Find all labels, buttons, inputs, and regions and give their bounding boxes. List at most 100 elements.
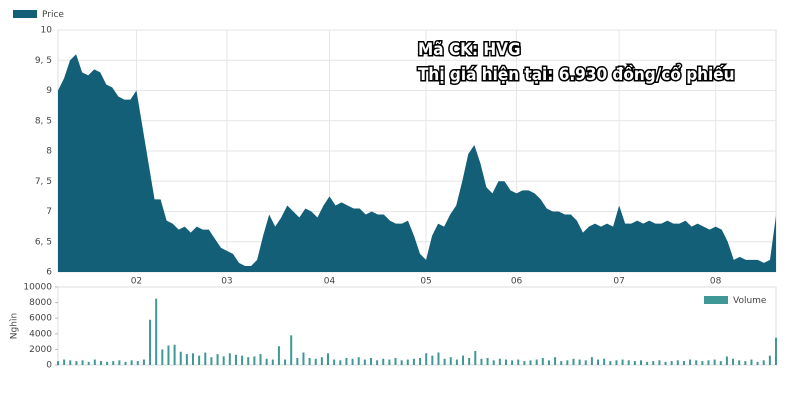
volume-bar: [517, 359, 520, 365]
volume-bar: [443, 358, 446, 365]
volume-bar: [81, 360, 84, 365]
volume-bar: [192, 353, 195, 365]
y-tick-label: 2000: [29, 345, 52, 355]
volume-bar: [523, 361, 526, 365]
x-tick-label: 06: [511, 277, 523, 287]
volume-bar: [719, 361, 722, 365]
volume-bar: [63, 359, 66, 365]
volume-bar: [670, 361, 673, 365]
volume-bar: [676, 360, 679, 365]
volume-bar: [584, 360, 587, 365]
annotation: Mã CK: HVG: [418, 40, 521, 60]
annotation: Thị giá hiện tại: 6.930 đồng/cổ phiếu: [418, 63, 735, 85]
volume-bar: [112, 361, 115, 365]
volume-bar: [713, 359, 716, 365]
volume-bar: [57, 361, 59, 365]
volume-bar: [351, 358, 354, 365]
volume-bar: [529, 360, 532, 365]
x-tick-label: 07: [613, 277, 624, 287]
volume-bar: [302, 352, 305, 365]
volume-bar: [615, 360, 618, 365]
volume-bar: [646, 361, 649, 365]
volume-bar: [597, 359, 600, 365]
volume-bar: [621, 359, 624, 365]
volume-bar: [173, 344, 176, 365]
legend-swatch: [704, 296, 728, 304]
volume-bar: [492, 360, 495, 365]
volume-bar: [136, 361, 139, 365]
volume-bar: [756, 361, 759, 365]
volume-bar: [486, 357, 489, 365]
volume-bar: [590, 357, 593, 365]
volume-bar: [768, 355, 771, 365]
y-tick-label: 8: [46, 147, 52, 157]
volume-bar: [142, 359, 145, 365]
volume-bar: [290, 335, 293, 365]
volume-bar: [449, 357, 452, 365]
price-area: [58, 54, 776, 273]
y-tick-label: 4000: [29, 329, 52, 339]
volume-bar: [535, 359, 538, 365]
volume-bar: [400, 360, 403, 365]
volume-bar: [412, 358, 415, 365]
volume-bar: [99, 361, 102, 365]
volume-bar: [345, 357, 348, 365]
volume-bar: [627, 360, 630, 365]
volume-bar: [394, 357, 397, 365]
volume-bar: [277, 346, 280, 365]
volume-bar: [547, 360, 550, 365]
volume-bar: [689, 359, 692, 365]
volume-bar: [682, 361, 685, 365]
volume-bar: [578, 359, 581, 365]
volume-bar: [480, 358, 483, 365]
volume-bar: [271, 359, 274, 365]
volume-bar: [388, 359, 391, 365]
volume-bar: [320, 357, 323, 365]
volume-bar: [633, 361, 636, 365]
y-axis-label: Nghìn: [10, 313, 20, 339]
volume-bar: [369, 357, 372, 365]
volume-bar: [228, 353, 231, 365]
y-tick-label: 8, 5: [35, 116, 52, 126]
volume-bar: [296, 357, 299, 365]
volume-bar: [382, 358, 385, 365]
volume-bar: [124, 361, 127, 365]
y-tick-label: 6: [46, 268, 52, 278]
y-tick-label: 7, 5: [35, 177, 52, 187]
volume-bar: [222, 356, 225, 365]
volume-bar: [725, 356, 728, 365]
y-tick-label: 6000: [29, 314, 52, 324]
volume-bar: [210, 357, 213, 365]
volume-bar: [732, 358, 735, 365]
y-tick-label: 9, 5: [35, 56, 52, 66]
volume-bar: [652, 361, 655, 365]
volume-bar: [167, 345, 170, 365]
volume-bar: [566, 360, 569, 365]
volume-bar: [216, 354, 219, 365]
y-tick-label: 10000: [23, 283, 52, 293]
volume-bar: [376, 360, 379, 365]
y-tick-label: 10: [41, 26, 53, 36]
volume-bar: [639, 360, 642, 365]
volume-bar: [609, 361, 612, 365]
volume-bar: [554, 357, 557, 365]
x-tick-label: 08: [710, 277, 722, 287]
volume-bar: [431, 355, 434, 365]
x-tick-label: 05: [420, 277, 431, 287]
volume-bar: [265, 358, 268, 365]
y-tick-label: 8000: [29, 298, 52, 308]
volume-bar: [603, 358, 606, 365]
volume-bar: [87, 361, 90, 365]
volume-bar: [198, 355, 201, 365]
volume-bar: [118, 360, 121, 365]
volume-bar: [93, 359, 96, 365]
volume-bar: [468, 357, 471, 365]
volume-bar: [775, 337, 777, 365]
volume-bar: [314, 358, 317, 365]
volume-bar: [259, 354, 262, 365]
volume-bar: [204, 352, 207, 365]
volume-bar: [75, 361, 78, 365]
volume-bar: [155, 298, 158, 365]
volume-bar: [701, 361, 704, 365]
